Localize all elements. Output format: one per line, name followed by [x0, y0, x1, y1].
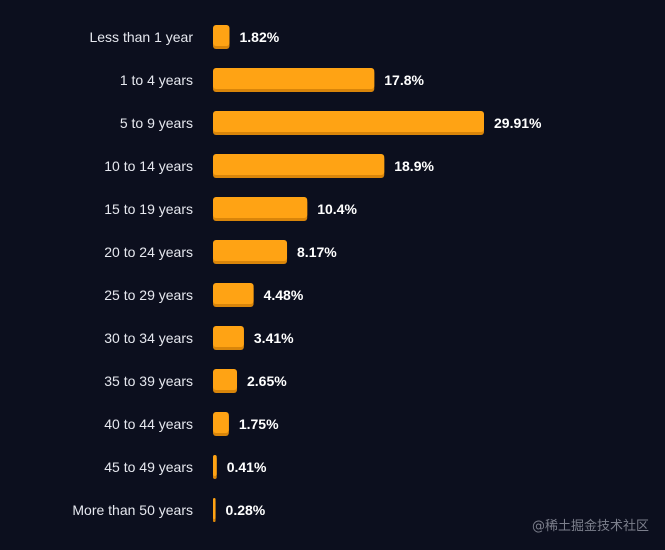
bar-rect: [213, 283, 254, 304]
bar: [213, 369, 238, 393]
bar: [213, 25, 230, 49]
bar: [213, 111, 484, 135]
bar-rect: [213, 412, 229, 433]
bar-rect: [213, 197, 308, 218]
watermark: @稀土掘金技术社区: [531, 519, 649, 534]
value-label: 3.41%: [254, 330, 294, 346]
category-label: 1 to 4 years: [120, 72, 193, 88]
bar-rect: [213, 326, 244, 347]
bar: [213, 154, 385, 178]
category-label: 25 to 29 years: [104, 287, 193, 303]
value-label: 29.91%: [494, 115, 542, 131]
category-label: 30 to 34 years: [104, 330, 193, 346]
category-label: 40 to 44 years: [104, 416, 193, 432]
bar: [213, 498, 216, 522]
bar: [213, 240, 288, 264]
bar: [213, 197, 308, 221]
bar: [213, 283, 254, 307]
category-label: 15 to 19 years: [104, 201, 193, 217]
category-label: More than 50 years: [72, 502, 193, 518]
value-label: 4.48%: [264, 287, 304, 303]
bar: [213, 326, 244, 350]
value-label: 17.8%: [384, 72, 424, 88]
bar-rect: [213, 68, 375, 89]
value-label: 8.17%: [297, 244, 337, 260]
bar-rect: [213, 154, 385, 175]
value-label: 0.28%: [226, 502, 266, 518]
value-label: 0.41%: [227, 459, 267, 475]
bar-rect: [213, 111, 484, 132]
bar: [213, 68, 375, 92]
bar-rect: [213, 369, 238, 390]
value-label: 1.75%: [239, 416, 279, 432]
value-label: 10.4%: [317, 201, 357, 217]
category-label: 35 to 39 years: [104, 373, 193, 389]
category-label: 20 to 24 years: [104, 244, 193, 260]
value-label: 1.82%: [239, 29, 279, 45]
value-label: 2.65%: [247, 373, 287, 389]
bar-rect: [213, 455, 217, 476]
category-label: Less than 1 year: [89, 29, 193, 45]
value-label: 18.9%: [394, 158, 434, 174]
category-label: 45 to 49 years: [104, 459, 193, 475]
category-label: 10 to 14 years: [104, 158, 193, 174]
bar-rect: [213, 498, 216, 519]
bar-rect: [213, 25, 230, 46]
bar: [213, 412, 229, 436]
category-label: 5 to 9 years: [120, 115, 193, 131]
bar-rect: [213, 240, 288, 261]
bar: [213, 455, 217, 479]
